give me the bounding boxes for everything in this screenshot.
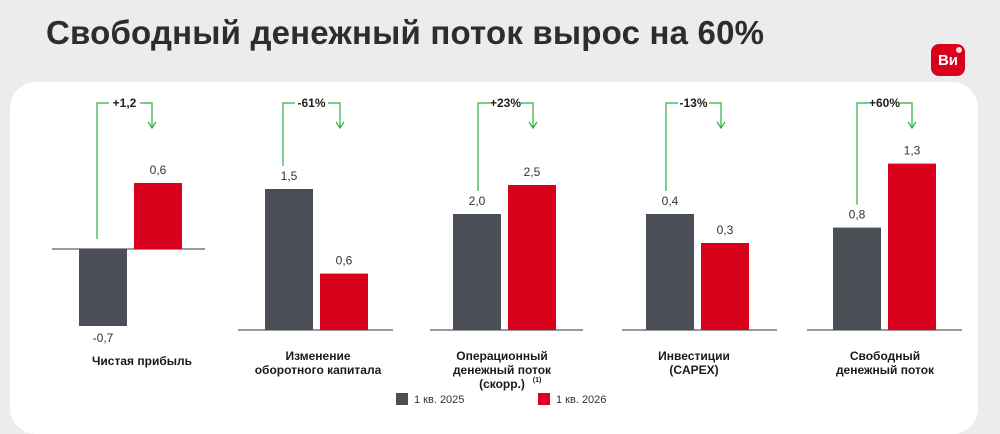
- data-label: 0,8: [849, 208, 866, 222]
- legend-label: 1 кв. 2025: [414, 394, 464, 406]
- brand-logo: Ви: [931, 44, 965, 76]
- legend-label: 1 кв. 2026: [556, 394, 606, 406]
- change-label: +23%: [490, 96, 521, 110]
- page-title: Свободный денежный поток вырос на 60%: [46, 14, 765, 51]
- change-label: -13%: [679, 96, 707, 110]
- change-arrow-left: [665, 102, 678, 191]
- bar-2025: [646, 214, 694, 330]
- category-label: Изменение оборотного капитала: [255, 349, 382, 377]
- change-arrow-left: [856, 102, 869, 205]
- arrow-head-icon: [335, 121, 345, 130]
- arrow-head-icon: [907, 121, 917, 130]
- change-arrow-right: [709, 102, 722, 128]
- arrow-head-icon: [528, 121, 538, 130]
- change-arrow-left: [96, 102, 109, 239]
- change-arrow-right: [328, 102, 341, 128]
- arrow-head-icon: [147, 121, 157, 130]
- arrow-head-icon: [716, 121, 726, 130]
- footnote-marker: (1): [533, 377, 542, 384]
- logo-text: Ви: [937, 51, 959, 69]
- data-label: 1,5: [281, 169, 298, 183]
- data-label: 2,5: [524, 165, 541, 179]
- change-arrow-left: [282, 102, 295, 166]
- bar-2026: [508, 185, 556, 330]
- change-arrow-right: [140, 102, 153, 128]
- change-label: +1,2: [113, 96, 137, 110]
- bar-2025: [265, 189, 313, 330]
- bar-2026: [320, 273, 368, 330]
- data-label: 1,3: [904, 144, 921, 158]
- legend-swatch-2025: [396, 393, 408, 405]
- data-label: 0,3: [717, 223, 734, 237]
- category-label: Инвестиции (CAPEX): [658, 349, 730, 377]
- data-label: 0,6: [336, 254, 353, 268]
- bar-2025: [833, 227, 881, 330]
- change-arrow-left: [477, 102, 490, 191]
- bar-2026: [888, 163, 936, 330]
- change-arrow-right: [900, 102, 913, 128]
- logo-dot-icon: [956, 47, 962, 53]
- bar-2025: [79, 249, 127, 326]
- change-arrow-right: [521, 102, 534, 128]
- bar-2026: [701, 243, 749, 330]
- data-label: 2,0: [469, 194, 486, 208]
- data-label: 0,6: [150, 163, 167, 177]
- change-label: +60%: [869, 96, 900, 110]
- legend-swatch-2026: [538, 393, 550, 405]
- category-label: Чистая прибыль: [92, 354, 192, 368]
- bar-2026: [134, 183, 182, 249]
- data-label: 0,4: [662, 194, 679, 208]
- data-label: -0,7: [93, 331, 114, 345]
- category-label: Свободный денежный поток: [836, 349, 935, 377]
- bar-2025: [453, 214, 501, 330]
- category-label: Операционный денежный поток (скорр.): [453, 349, 552, 391]
- change-label: -61%: [297, 96, 325, 110]
